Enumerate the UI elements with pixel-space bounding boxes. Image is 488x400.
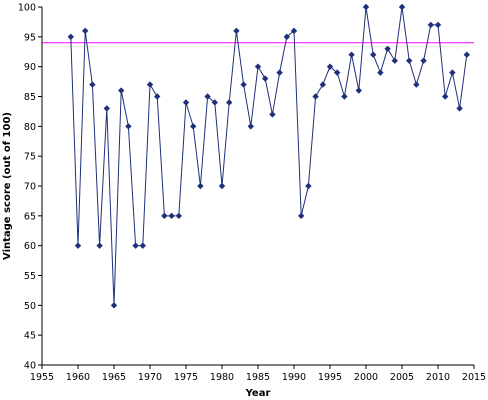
x-axis-title: Year [245, 388, 271, 399]
data-point [168, 212, 175, 220]
data-point [161, 212, 168, 220]
data-point [334, 69, 341, 76]
data-point [110, 302, 118, 309]
x-tick-label: 1990 [282, 372, 306, 383]
data-point [398, 3, 406, 11]
data-point [276, 69, 283, 76]
data-point [290, 27, 298, 35]
data-point [370, 51, 377, 58]
data-point [74, 242, 82, 249]
data-point [442, 93, 449, 100]
data-point [118, 87, 125, 94]
data-point [240, 81, 247, 88]
data-point [233, 27, 240, 35]
data-point [312, 93, 319, 100]
data-point [247, 123, 254, 130]
x-tick-label: 2010 [426, 372, 450, 383]
data-point [298, 212, 305, 220]
data-point [154, 93, 161, 100]
y-tick-label: 85 [24, 92, 36, 103]
data-point [103, 105, 110, 112]
data-point [434, 21, 442, 29]
x-tick-label: 1975 [174, 372, 198, 383]
data-point [197, 182, 204, 190]
x-tick-label: 2005 [390, 372, 414, 383]
data-point [132, 242, 139, 249]
data-point [377, 69, 384, 76]
x-tick-label: 1985 [246, 372, 270, 383]
x-tick-label: 1980 [210, 372, 234, 383]
data-point [348, 51, 355, 58]
data-point [146, 81, 154, 88]
series-layer [67, 3, 470, 309]
y-tick-label: 100 [18, 3, 36, 14]
x-tick-label: 1960 [66, 372, 90, 383]
data-point [125, 123, 132, 130]
data-point [427, 21, 434, 29]
y-tick-label: 60 [24, 241, 36, 252]
data-point [254, 63, 262, 70]
data-point [326, 63, 334, 70]
data-point [319, 81, 326, 88]
data-point [391, 57, 398, 64]
y-tick-label: 75 [24, 152, 36, 163]
data-point [262, 75, 269, 82]
y-tick-label: 55 [24, 271, 36, 282]
data-point [305, 182, 312, 190]
data-point [420, 57, 427, 64]
data-point [182, 99, 190, 106]
data-point [341, 93, 348, 100]
x-tick-label: 2000 [354, 372, 378, 383]
data-point [204, 93, 211, 100]
y-tick-label: 95 [24, 32, 36, 43]
data-point [175, 212, 182, 220]
y-tick-label: 90 [24, 62, 36, 73]
data-point [96, 242, 103, 249]
x-tick-label: 1995 [318, 372, 342, 383]
x-tick-label: 1970 [138, 372, 162, 383]
y-tick-label: 70 [24, 182, 36, 193]
data-point [283, 33, 290, 41]
y-tick-label: 50 [24, 301, 36, 312]
data-point [190, 123, 197, 130]
data-point [362, 3, 370, 11]
axes-layer: 40 45 50 55 60 65 70 75 80 85 90 95 100 1955 1960 1965 1… [18, 3, 486, 384]
data-point [89, 81, 96, 88]
data-point [355, 87, 362, 94]
x-tick-label: 1955 [30, 372, 54, 383]
data-point [211, 99, 218, 106]
data-point [269, 111, 276, 118]
data-point [463, 51, 470, 58]
y-tick-label: 80 [24, 122, 36, 133]
y-tick-label: 40 [24, 361, 36, 372]
x-tick-label: 2015 [462, 372, 486, 383]
data-point [456, 105, 463, 112]
data-point [82, 27, 89, 35]
data-point [413, 81, 420, 88]
y-tick-label: 45 [24, 331, 36, 342]
data-point [226, 99, 233, 106]
data-point [384, 45, 391, 52]
data-point [449, 69, 456, 76]
data-point [218, 182, 226, 190]
y-axis-title: Vintage score (out of 100) [2, 112, 13, 260]
data-point [139, 242, 146, 249]
y-tick-label: 65 [24, 211, 36, 222]
x-tick-label: 1965 [102, 372, 126, 383]
data-point [406, 57, 413, 64]
data-point [67, 33, 74, 41]
